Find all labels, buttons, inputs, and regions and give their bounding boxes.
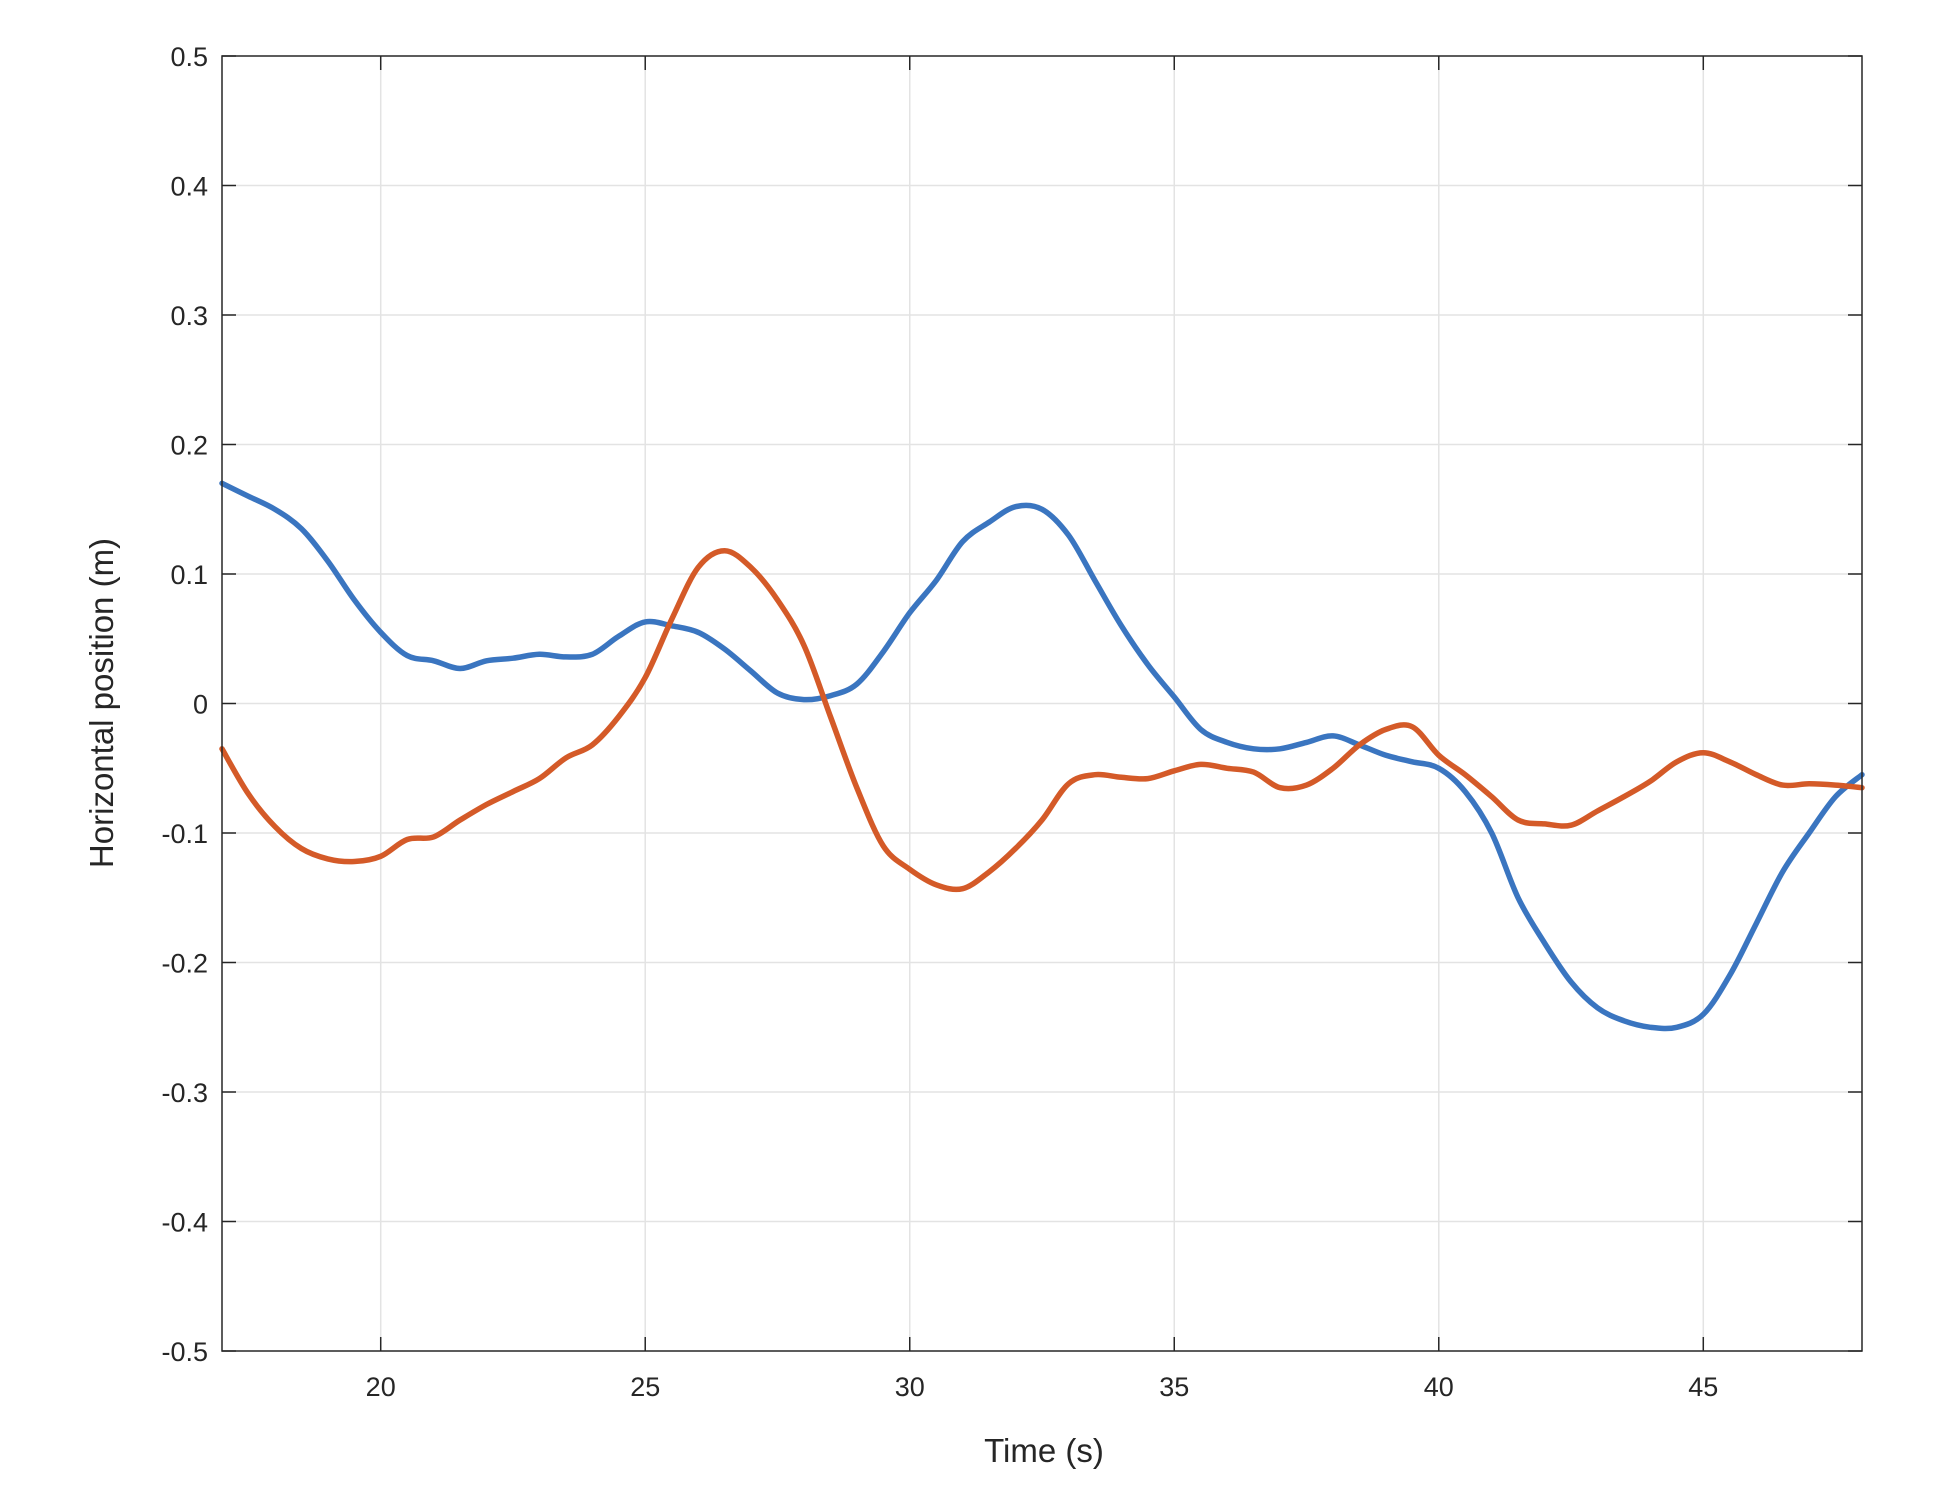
axis-ticks <box>222 55 1862 1352</box>
y-tick-label: -0.3 <box>161 1078 208 1108</box>
x-tick-label: 45 <box>1688 1372 1718 1402</box>
y-tick-label: 0.4 <box>170 172 208 202</box>
y-tick-label: 0.2 <box>170 431 208 461</box>
x-tick-label: 30 <box>895 1372 925 1402</box>
y-tick-label: 0.5 <box>170 42 208 72</box>
y-tick-label: -0.4 <box>161 1208 208 1238</box>
y-tick-label: -0.2 <box>161 949 208 979</box>
y-axis-tick-labels: -0.5 -0.4 -0.3 -0.2 -0.1 0 0.1 0.2 0.3 0.4 0.5 <box>161 42 208 1367</box>
x-tick-label: 35 <box>1159 1372 1189 1402</box>
y-tick-label: 0 <box>193 690 208 720</box>
x-tick-label: 20 <box>366 1372 396 1402</box>
y-tick-label: -0.1 <box>161 819 208 849</box>
y-tick-label: 0.3 <box>170 301 208 331</box>
series-line-2 <box>219 547 1865 893</box>
series-lines <box>219 480 1865 1032</box>
y-tick-label: 0.1 <box>170 560 208 590</box>
y-axis-title: Horizontal position (m) <box>83 538 120 868</box>
x-axis-tick-labels: 20 25 30 35 40 45 <box>366 1372 1719 1402</box>
x-axis-title: Time (s) <box>984 1432 1104 1469</box>
x-tick-label: 40 <box>1424 1372 1454 1402</box>
y-tick-label: -0.5 <box>161 1337 208 1367</box>
grid <box>222 56 1862 1351</box>
x-tick-label: 25 <box>630 1372 660 1402</box>
series-line-1 <box>219 480 1865 1032</box>
